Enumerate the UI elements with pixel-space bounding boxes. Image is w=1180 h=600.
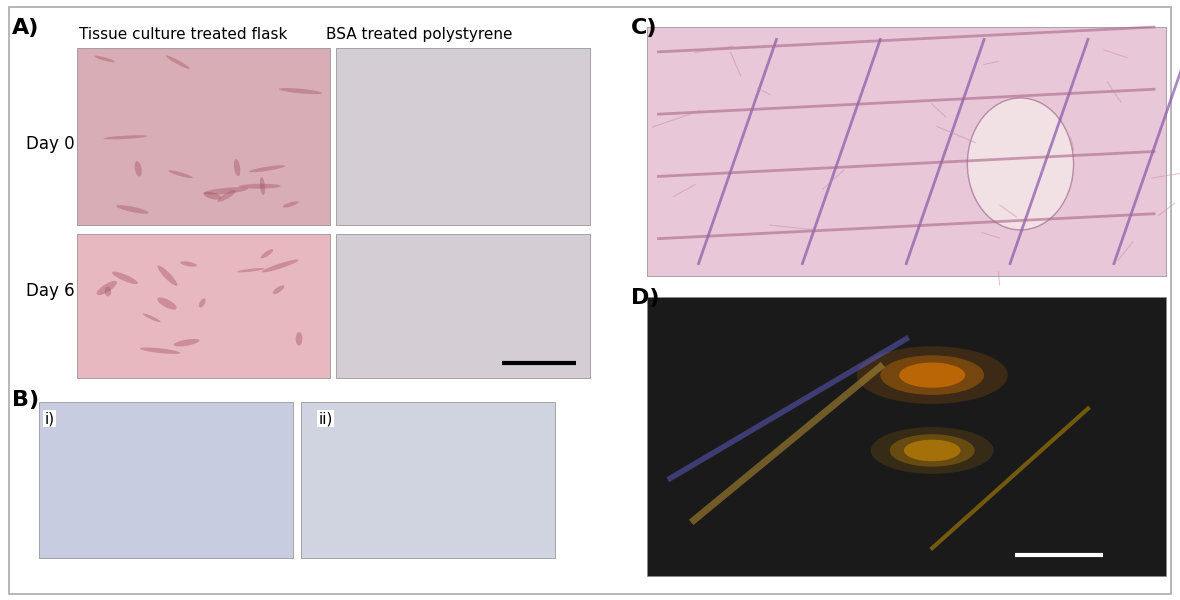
Text: Day 6: Day 6: [26, 282, 74, 300]
Ellipse shape: [234, 159, 241, 176]
Ellipse shape: [181, 262, 197, 267]
Ellipse shape: [203, 187, 248, 194]
Text: B): B): [12, 390, 39, 410]
Ellipse shape: [249, 165, 286, 172]
Ellipse shape: [104, 135, 148, 139]
Bar: [39, 402, 293, 558]
Bar: [336, 234, 590, 378]
Text: ii): ii): [319, 411, 333, 426]
Ellipse shape: [199, 298, 205, 308]
Ellipse shape: [112, 272, 138, 284]
Ellipse shape: [890, 434, 975, 467]
Ellipse shape: [283, 201, 299, 208]
Ellipse shape: [296, 332, 302, 346]
Ellipse shape: [158, 266, 177, 286]
Text: BSA treated polystyrene: BSA treated polystyrene: [326, 27, 512, 42]
Ellipse shape: [273, 286, 284, 294]
Text: C): C): [631, 18, 657, 38]
Text: Tissue culture treated flask: Tissue culture treated flask: [79, 27, 287, 42]
Ellipse shape: [260, 177, 266, 195]
Ellipse shape: [857, 346, 1008, 404]
Bar: [336, 48, 590, 225]
Ellipse shape: [157, 298, 177, 310]
Text: D): D): [631, 288, 660, 308]
Ellipse shape: [968, 98, 1074, 230]
Bar: [301, 402, 555, 558]
Ellipse shape: [135, 161, 142, 176]
Bar: [77, 48, 330, 225]
Ellipse shape: [904, 440, 961, 461]
Ellipse shape: [97, 281, 117, 295]
Ellipse shape: [143, 313, 160, 322]
Ellipse shape: [169, 170, 192, 178]
Ellipse shape: [105, 287, 111, 296]
Ellipse shape: [140, 347, 181, 354]
Ellipse shape: [217, 190, 236, 202]
Text: i): i): [45, 411, 55, 426]
Ellipse shape: [237, 268, 264, 272]
Ellipse shape: [880, 355, 984, 395]
Ellipse shape: [165, 55, 190, 69]
Ellipse shape: [261, 249, 274, 258]
Ellipse shape: [262, 259, 299, 272]
Ellipse shape: [173, 339, 199, 346]
Bar: [77, 234, 330, 378]
Ellipse shape: [278, 88, 322, 94]
Ellipse shape: [899, 362, 965, 388]
Ellipse shape: [204, 192, 221, 200]
Ellipse shape: [116, 205, 149, 214]
Ellipse shape: [94, 56, 114, 62]
Ellipse shape: [238, 184, 281, 188]
Text: Day 0: Day 0: [26, 135, 74, 153]
Text: A): A): [12, 18, 39, 38]
Bar: [647, 27, 1166, 276]
Bar: [647, 297, 1166, 576]
Ellipse shape: [871, 427, 994, 474]
